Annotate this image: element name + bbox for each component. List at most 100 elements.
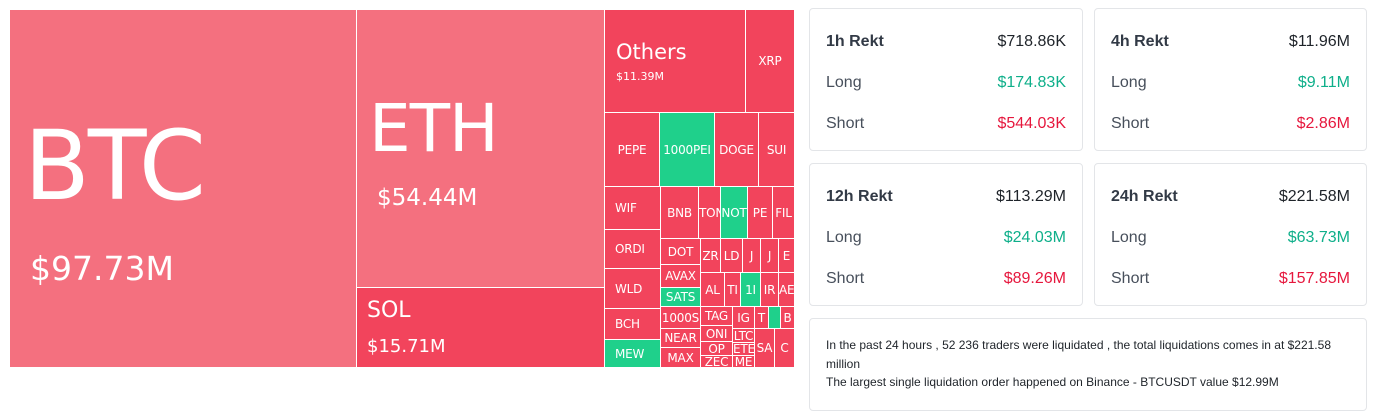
treemap-tile-sats[interactable]: SATS bbox=[661, 288, 701, 307]
tile-symbol: 1000PEI bbox=[663, 142, 711, 157]
treemap-tile-near[interactable]: NEAR bbox=[661, 329, 701, 348]
treemap-tile-ltc[interactable]: LTC bbox=[733, 329, 755, 343]
card-short-row: Short $544.03K bbox=[826, 114, 1066, 134]
treemap-tile-others[interactable]: Others $11.39M bbox=[605, 10, 746, 113]
treemap-tile-ae[interactable]: AE bbox=[779, 273, 795, 307]
short-label: Short bbox=[1111, 115, 1150, 132]
treemap-tile-t[interactable]: T bbox=[755, 307, 769, 329]
short-value: $157.85M bbox=[1278, 270, 1350, 287]
treemap-tile-not[interactable]: NOT bbox=[721, 187, 748, 239]
treemap-tile-j[interactable]: J bbox=[761, 239, 779, 273]
treemap-tile-op[interactable]: OP bbox=[701, 342, 733, 356]
card-short-row: Short $2.86M bbox=[1111, 114, 1350, 134]
card-period: 1h Rekt bbox=[826, 33, 884, 50]
tile-symbol: PEPE bbox=[617, 142, 647, 157]
treemap-tile-ete[interactable]: ETE bbox=[733, 343, 755, 356]
treemap-tile-btc[interactable]: BTC $97.73M bbox=[10, 10, 357, 368]
tile-symbol: BCH bbox=[615, 317, 640, 331]
tile-symbol: MEW bbox=[615, 346, 645, 361]
treemap-tile-ton[interactable]: TON bbox=[699, 187, 721, 239]
treemap-tile-me[interactable]: ME bbox=[733, 356, 755, 368]
treemap-tile-al[interactable]: AL bbox=[701, 273, 725, 307]
tile-symbol: AVAX bbox=[665, 269, 696, 283]
treemap-tile-e[interactable]: E bbox=[779, 239, 795, 273]
treemap-tile-doge[interactable]: DOGE bbox=[715, 113, 759, 187]
summary-line-1: In the past 24 hours , 52 236 traders we… bbox=[826, 338, 1331, 371]
card-period: 4h Rekt bbox=[1111, 33, 1169, 50]
treemap-tile-dot[interactable]: DOT bbox=[661, 239, 701, 265]
treemap-tile-wld[interactable]: WLD bbox=[605, 269, 661, 309]
liquidation-treemap: BTC $97.73M ETH $54.44M SOL $15.71M Othe… bbox=[10, 10, 795, 368]
long-value: $63.73M bbox=[1287, 229, 1350, 246]
card-long-row: Long $174.83K bbox=[826, 73, 1066, 93]
treemap-tile-max[interactable]: MAX bbox=[661, 348, 701, 368]
long-label: Long bbox=[1111, 74, 1147, 91]
card-short-row: Short $89.26M bbox=[826, 269, 1066, 289]
treemap-tile-xrp[interactable]: XRP bbox=[746, 10, 795, 113]
treemap-tile-sol[interactable]: SOL $15.71M bbox=[357, 288, 605, 368]
card-long-row: Long $9.11M bbox=[1111, 73, 1350, 93]
treemap-tile-ir[interactable]: IR bbox=[761, 273, 779, 307]
treemap-tile-eth[interactable]: ETH $54.44M bbox=[357, 10, 605, 288]
treemap-tile-green-small[interactable] bbox=[769, 307, 781, 329]
treemap-tile-avax[interactable]: AVAX bbox=[661, 265, 701, 288]
tile-symbol: IR bbox=[763, 282, 776, 297]
treemap-tile-1i[interactable]: 1I bbox=[741, 273, 761, 307]
treemap-tile-bch[interactable]: BCH bbox=[605, 309, 661, 340]
summary-line-2: The largest single liquidation order hap… bbox=[826, 375, 1279, 389]
treemap-tile-1000pepe[interactable]: 1000PEI bbox=[660, 113, 715, 187]
treemap-tile-pe[interactable]: PE bbox=[748, 187, 773, 239]
card-period: 24h Rekt bbox=[1111, 188, 1178, 205]
tile-value: $15.71M bbox=[367, 336, 446, 357]
treemap-tile-1000sats[interactable]: 1000S bbox=[661, 307, 701, 329]
tile-symbol: WIF bbox=[615, 201, 637, 215]
tile-symbol: WLD bbox=[615, 281, 643, 296]
tile-value: $11.39M bbox=[616, 70, 664, 83]
long-value: $24.03M bbox=[1003, 229, 1066, 246]
tile-symbol: DOGE bbox=[719, 142, 754, 157]
tile-symbol: SOL bbox=[367, 298, 411, 323]
treemap-tile-zec[interactable]: ZEC bbox=[701, 356, 733, 368]
treemap-tile-fil[interactable]: FIL bbox=[773, 187, 795, 239]
tile-symbol: ME bbox=[734, 356, 753, 368]
tile-symbol: 1000S bbox=[661, 310, 700, 325]
long-value: $9.11M bbox=[1297, 74, 1350, 91]
tile-symbol: ZEC bbox=[704, 356, 729, 368]
rekt-card-4h: 4h Rekt $11.96M Long $9.11M Short $2.86M bbox=[1094, 8, 1367, 151]
tile-symbol: BNB bbox=[667, 205, 692, 220]
tile-symbol: AL bbox=[705, 282, 720, 297]
short-value: $89.26M bbox=[1003, 270, 1066, 287]
treemap-tile-b[interactable]: B bbox=[781, 307, 795, 329]
treemap-tile-bnb[interactable]: BNB bbox=[661, 187, 699, 239]
tile-symbol: E bbox=[782, 248, 791, 263]
treemap-tile-ld[interactable]: LD bbox=[721, 239, 743, 273]
card-header: 12h Rekt $113.29M bbox=[826, 187, 1066, 207]
tile-symbol: ORDI bbox=[615, 242, 645, 256]
short-value: $544.03K bbox=[997, 115, 1066, 132]
tile-symbol: LTC bbox=[733, 329, 754, 343]
treemap-tile-l[interactable]: J bbox=[743, 239, 761, 273]
card-header: 1h Rekt $718.86K bbox=[826, 32, 1066, 52]
treemap-tile-ig[interactable]: IG bbox=[733, 307, 755, 329]
tile-symbol: DOT bbox=[667, 244, 694, 259]
treemap-tile-tag[interactable]: TAG bbox=[701, 307, 733, 326]
treemap-tile-sa[interactable]: SA bbox=[755, 329, 775, 368]
treemap-tile-on[interactable]: ONI bbox=[701, 326, 733, 342]
treemap-tile-mew[interactable]: MEW bbox=[605, 340, 661, 368]
tile-symbol: ONI bbox=[705, 326, 728, 341]
treemap-tile-wif[interactable]: WIF bbox=[605, 187, 661, 230]
card-long-row: Long $63.73M bbox=[1111, 228, 1350, 248]
tile-symbol: Others bbox=[616, 40, 687, 64]
tile-symbol: SUI bbox=[766, 142, 787, 157]
treemap-tile-c[interactable]: C bbox=[775, 329, 795, 368]
treemap-tile-zr[interactable]: ZR bbox=[701, 239, 721, 273]
tile-symbol: OP bbox=[708, 342, 725, 356]
treemap-tile-ordi[interactable]: ORDI bbox=[605, 230, 661, 269]
card-header: 4h Rekt $11.96M bbox=[1111, 32, 1350, 52]
treemap-tile-pepe[interactable]: PEPE bbox=[605, 113, 660, 187]
treemap-tile-ti[interactable]: TI bbox=[725, 273, 741, 307]
tile-symbol: LD bbox=[723, 248, 740, 263]
treemap-tile-sui[interactable]: SUI bbox=[759, 113, 795, 187]
tile-value: $97.73M bbox=[30, 249, 174, 288]
